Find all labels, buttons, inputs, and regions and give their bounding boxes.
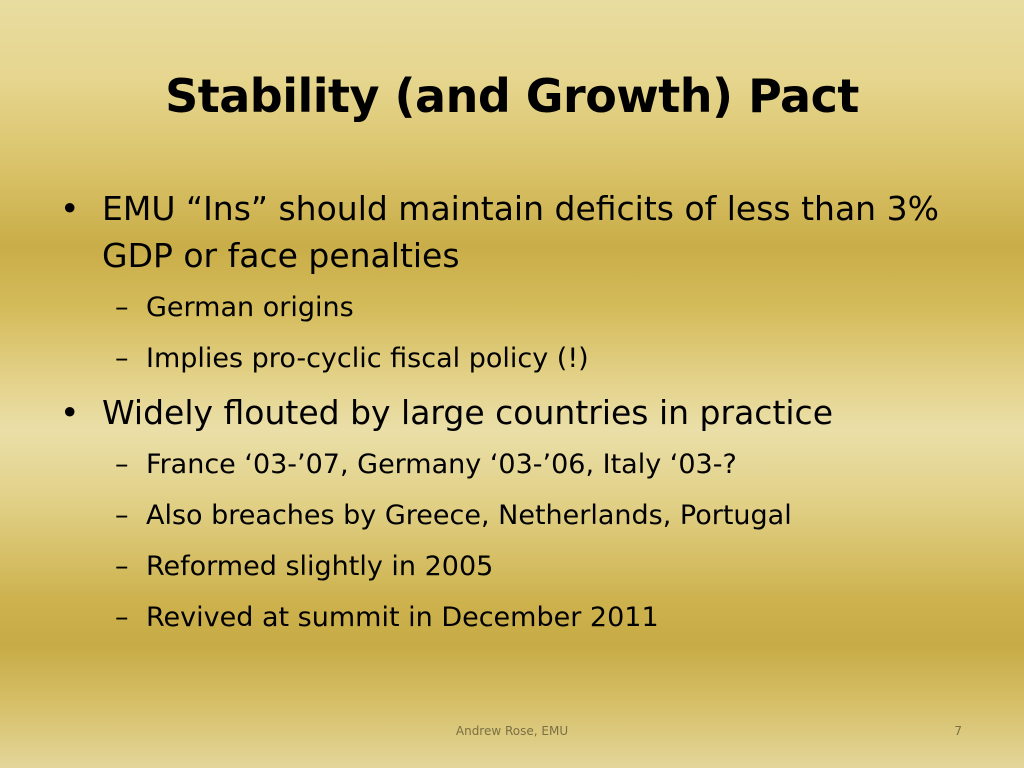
dash-icon: – (115, 449, 129, 480)
sub-bullet-item: – Implies pro-cyclic fiscal policy (!) (56, 336, 986, 381)
bullet-item: • Widely flouted by large countries in p… (56, 389, 986, 436)
dash-icon: – (115, 292, 129, 323)
bullet-item: • EMU “Ins” should maintain deficits of … (56, 185, 986, 279)
dash-icon: – (115, 602, 129, 633)
sub-bullet-item: – Reformed slightly in 2005 (56, 544, 986, 589)
sub-bullet-item: – Revived at summit in December 2011 (56, 595, 986, 640)
dash-icon: – (115, 551, 129, 582)
bullet-text: Widely flouted by large countries in pra… (102, 393, 833, 432)
bullet-icon: • (60, 189, 80, 228)
page-number: 7 (954, 724, 962, 738)
dash-icon: – (115, 343, 129, 374)
sub-bullet-item: – Also breaches by Greece, Netherlands, … (56, 493, 986, 538)
bullet-text: EMU “Ins” should maintain deficits of le… (102, 189, 939, 275)
sub-bullet-text: German origins (146, 292, 354, 323)
sub-bullet-text: Revived at summit in December 2011 (146, 602, 659, 633)
slide-body: • EMU “Ins” should maintain deficits of … (56, 185, 986, 640)
sub-bullet-text: Implies pro-cyclic fiscal policy (!) (146, 343, 589, 374)
bullet-icon: • (60, 393, 80, 432)
slide-title: Stability (and Growth) Pact (165, 69, 859, 123)
sub-bullet-item: – German origins (56, 285, 986, 330)
dash-icon: – (115, 500, 129, 531)
sub-bullet-text: Also breaches by Greece, Netherlands, Po… (146, 500, 792, 531)
sub-bullet-item: – France ‘03-’07, Germany ‘03-’06, Italy… (56, 442, 986, 487)
sub-bullet-text: Reformed slightly in 2005 (146, 551, 494, 582)
slide-footer: Andrew Rose, EMU (455, 724, 569, 738)
sub-bullet-text: France ‘03-’07, Germany ‘03-’06, Italy ‘… (146, 449, 737, 480)
